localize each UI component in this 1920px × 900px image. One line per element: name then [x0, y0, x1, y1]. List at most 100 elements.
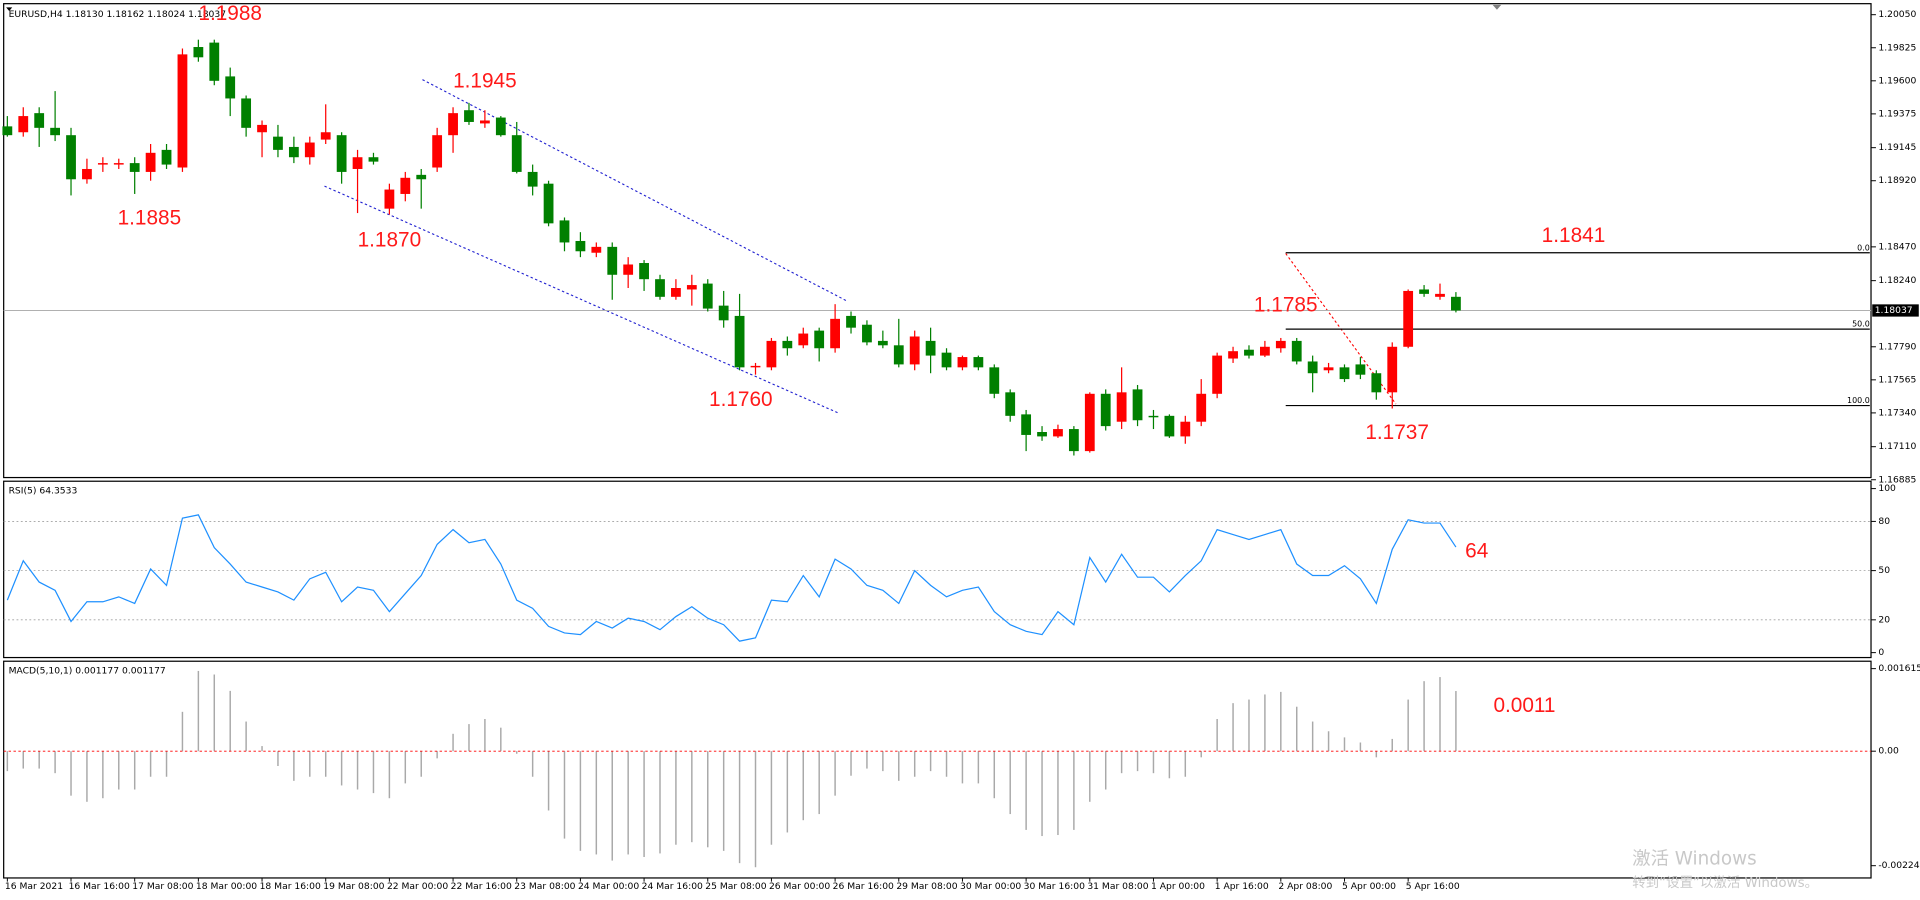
candle-body [1371, 373, 1382, 393]
price-annotation: 1.1988 [198, 2, 262, 25]
candle-body [941, 352, 952, 368]
candle-body [1419, 289, 1429, 294]
candle-body [1307, 361, 1318, 374]
y-tick-label: 1.19145 [1878, 142, 1916, 153]
x-tick-label: 17 Mar 08:00 [132, 881, 193, 892]
candle-body [1323, 367, 1334, 371]
y-tick-label: 1.18240 [1878, 275, 1916, 286]
macd-title: MACD(5,10,1) 0.001177 0.001177 [9, 666, 166, 677]
y-tick-label: 1.19375 [1878, 108, 1916, 119]
rsi-title: RSI(5) 64.3533 [9, 486, 78, 497]
x-tick-label: 22 Mar 00:00 [387, 881, 448, 892]
candle-body [671, 288, 681, 297]
y-tick-label: 100 [1878, 483, 1896, 494]
channel-lower [324, 185, 838, 414]
candle-body [973, 357, 984, 368]
y-tick-label: 50 [1878, 565, 1890, 576]
x-tick-label: 23 Mar 08:00 [514, 881, 575, 892]
candle-body [623, 264, 634, 275]
y-tick-label: 1.19825 [1878, 42, 1916, 53]
candle-body [1180, 421, 1191, 437]
candle-body [129, 163, 140, 172]
candle-body [448, 113, 458, 136]
fib-level-label: 50.0 [1852, 320, 1870, 329]
candle-body [241, 98, 252, 128]
candle-body [50, 127, 60, 136]
x-tick-label: 16 Mar 16:00 [69, 881, 130, 892]
candle-body [400, 177, 411, 194]
fib-level-label: 100.0 [1847, 396, 1870, 405]
candle-body [1005, 392, 1016, 416]
price-annotation: 1.1870 [358, 229, 422, 252]
fib-level-label: 0.0 [1857, 243, 1870, 252]
candle-body [1132, 389, 1143, 421]
candle-body [591, 246, 602, 253]
x-tick-label: 16 Mar 2021 [5, 881, 63, 892]
candle-body [1148, 415, 1159, 418]
candle-body [655, 279, 665, 297]
y-tick-label: 80 [1878, 516, 1890, 527]
x-tick-label: 19 Mar 08:00 [323, 881, 384, 892]
price-annotation: 1.1885 [118, 207, 182, 230]
candle-body [1355, 364, 1366, 375]
candle-body [1116, 392, 1127, 422]
candle-body [495, 117, 506, 136]
candle-body [543, 183, 554, 224]
y-tick-label: 1.17340 [1878, 407, 1916, 418]
candle-body [830, 318, 840, 349]
x-tick-label: 31 Mar 08:00 [1087, 881, 1148, 892]
rsi-annotation: 64 [1465, 540, 1488, 563]
candle-body [877, 340, 888, 346]
candle-body [288, 146, 299, 158]
candle-body [209, 42, 220, 81]
candle-body [225, 76, 236, 99]
candle-body [766, 340, 777, 368]
candle-body [1212, 355, 1223, 394]
candle-body [34, 113, 45, 128]
x-tick-label: 5 Apr 00:00 [1342, 881, 1396, 892]
candle-body [1291, 340, 1302, 362]
x-tick-label: 30 Mar 16:00 [1024, 881, 1085, 892]
y-tick-label: 1.17790 [1878, 341, 1916, 352]
candle-body [368, 157, 379, 162]
candle-body [336, 135, 347, 172]
candle-body [352, 157, 363, 169]
x-tick-label: 26 Mar 00:00 [769, 881, 830, 892]
candle-body [846, 315, 856, 328]
candle-body [1100, 393, 1111, 427]
y-tick-label: 0.00 [1878, 746, 1899, 757]
last-price-tag [1872, 304, 1919, 317]
candle-body [1435, 293, 1445, 297]
candle-body [304, 142, 315, 158]
x-tick-label: 24 Mar 00:00 [578, 881, 639, 892]
price-annotation: 1.1785 [1254, 294, 1318, 317]
menu-triangle [6, 7, 13, 12]
candle-body [1053, 429, 1063, 437]
macd-panel [3, 660, 1872, 879]
candle-body [575, 240, 586, 252]
candle-body [432, 135, 443, 168]
price-annotation: 1.1945 [453, 70, 517, 93]
main-panel [3, 3, 1872, 479]
x-tick-label: 1 Apr 00:00 [1151, 881, 1205, 892]
shift-marker [1492, 4, 1502, 10]
candle-body [113, 163, 124, 165]
x-tick-label: 30 Mar 00:00 [960, 881, 1021, 892]
candle-body [273, 136, 283, 150]
candle-body [320, 132, 331, 140]
candle-body [1275, 340, 1286, 349]
macd-annotation: 0.0011 [1493, 694, 1555, 717]
main-title: EURUSD,H4 1.18130 1.18162 1.18024 1.1803… [9, 9, 227, 20]
candle-body [1228, 351, 1238, 359]
candle-body [464, 110, 474, 122]
candle-body [527, 171, 538, 187]
candle-body [559, 220, 570, 243]
candle-body [384, 189, 395, 209]
candle-body [1084, 393, 1095, 452]
candle-body [1451, 296, 1461, 311]
candle-body [1037, 432, 1047, 437]
candle-body [1403, 290, 1414, 347]
candle-body [702, 283, 713, 309]
